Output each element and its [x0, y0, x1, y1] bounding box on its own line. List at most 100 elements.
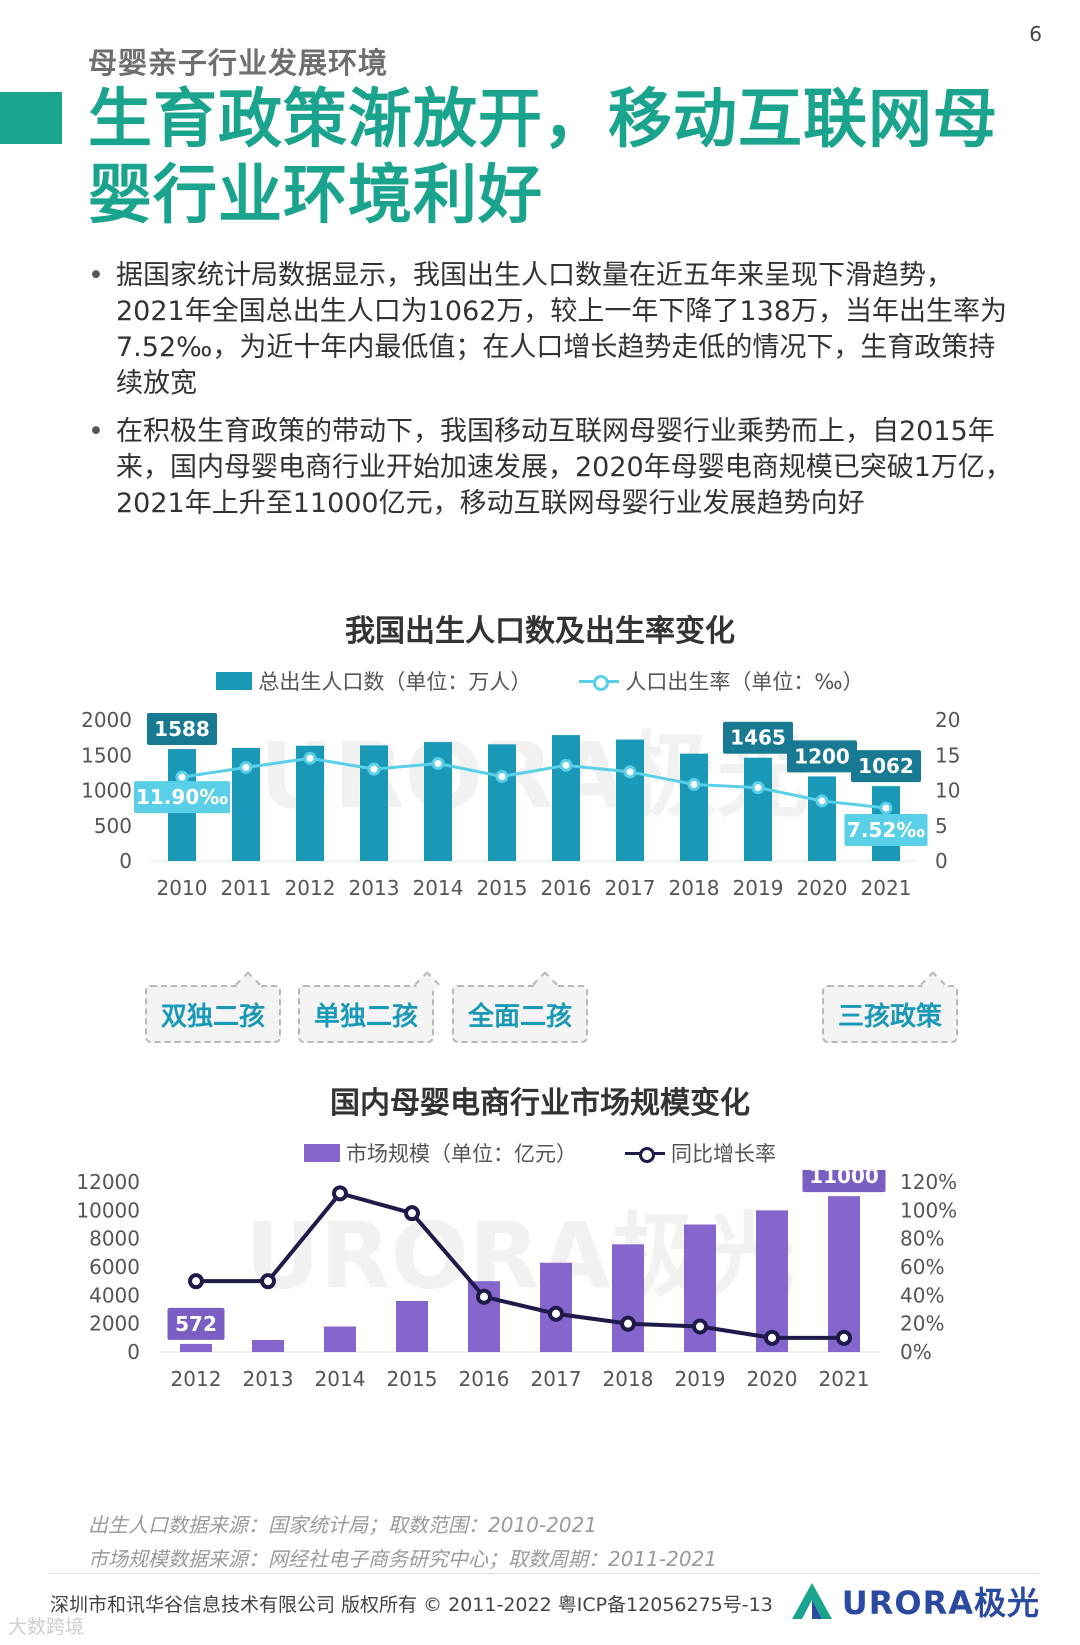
- policy-tag: 三孩政策: [822, 985, 959, 1043]
- policy-tag: 双独二孩: [145, 985, 282, 1043]
- x-tick-label: 2019: [675, 1367, 726, 1391]
- x-tick-label: 2015: [387, 1367, 438, 1391]
- legend-label: 市场规模（单位：亿元）: [346, 1142, 577, 1166]
- bar: [396, 1301, 428, 1352]
- bar: [552, 735, 580, 861]
- chart2-legend-line: 同比增长率: [625, 1138, 776, 1168]
- footer-divider: [48, 1573, 1038, 1574]
- aurora-logo-icon: [791, 1583, 832, 1619]
- x-tick-label: 2016: [459, 1367, 510, 1391]
- chart2-title: 国内母婴电商行业市场规模变化: [330, 1086, 750, 1121]
- data-label: 11.90‰: [136, 785, 228, 809]
- data-label-box: [147, 713, 217, 746]
- line-point: [692, 1318, 708, 1335]
- bar: [612, 1244, 644, 1352]
- bar: [324, 1326, 356, 1352]
- bar: [296, 745, 324, 861]
- data-label: 11000: [809, 1170, 879, 1188]
- source-notes: 出生人口数据来源：国家统计局；取数范围：2010-2021 市场规模数据来源：网…: [88, 1508, 717, 1576]
- footer-logo-text: URORA极光: [841, 1584, 1040, 1622]
- data-label: 572: [175, 1312, 217, 1336]
- line-point: [404, 1205, 420, 1222]
- line-point: [188, 1273, 204, 1290]
- x-tick-label: 2014: [315, 1367, 366, 1391]
- line-point: [303, 751, 317, 765]
- y-left-tick: 1500: [81, 743, 132, 767]
- legend-label: 总出生人口数（单位：万人）: [258, 670, 532, 694]
- x-tick-label: 2012: [285, 876, 336, 900]
- line-point: [836, 1329, 852, 1346]
- bullet-list: 据国家统计局数据显示，我国出生人口数量在近五年来呈现下滑趋势，2021年全国总出…: [88, 258, 1018, 534]
- y-right-tick: 120%: [900, 1170, 957, 1194]
- x-tick-label: 2014: [413, 876, 464, 900]
- line-point: [239, 760, 253, 774]
- line-point: [548, 1305, 564, 1322]
- bar: [808, 776, 836, 861]
- y-left-tick: 8000: [89, 1227, 140, 1251]
- line-point: [620, 1315, 636, 1332]
- series-line: [181, 756, 887, 810]
- line-point: [260, 1273, 276, 1290]
- x-tick-label: 2021: [861, 876, 912, 900]
- data-label: 1200: [794, 744, 850, 768]
- line-point: [175, 770, 189, 784]
- y-right-tick: 60%: [900, 1255, 944, 1279]
- page-number: 6: [1029, 22, 1042, 46]
- y-right-tick: 0%: [900, 1340, 932, 1364]
- x-tick-label: 2018: [669, 876, 720, 900]
- line-point: [332, 1185, 348, 1202]
- legend-swatch: [625, 1144, 665, 1163]
- data-label: 7.52‰: [847, 818, 925, 842]
- y-right-tick: 20: [935, 708, 960, 732]
- line-point: [815, 794, 829, 808]
- x-tick-label: 2021: [819, 1367, 870, 1391]
- y-left-tick: 0: [127, 1340, 140, 1364]
- x-tick-label: 2013: [349, 876, 400, 900]
- legend-swatch: [216, 672, 253, 690]
- bar: [756, 1210, 788, 1352]
- line-point: [559, 758, 573, 772]
- data-label: 1465: [730, 726, 786, 750]
- source-line: 市场规模数据来源：网经社电子商务研究中心；取数周期：2011-2021: [88, 1547, 718, 1571]
- birth-chart: URORA极光 0 500 1000 1500 2000 0 5 10 15 20 2010 2011 2…: [81, 708, 960, 900]
- y-right-tick: 0: [935, 849, 948, 873]
- y-left-tick: 4000: [89, 1283, 140, 1307]
- bullet-item: 据国家统计局数据显示，我国出生人口数量在近五年来呈现下滑趋势，2021年全国总出…: [88, 258, 1018, 402]
- x-tick-label: 2020: [797, 876, 848, 900]
- y-right-tick: 5: [935, 814, 948, 838]
- x-tick-label: 2011: [221, 876, 272, 900]
- x-tick-label: 2012: [171, 1367, 222, 1391]
- y-right-tick: 80%: [900, 1227, 944, 1251]
- footer-copyright: 深圳市和讯华谷信息技术有限公司 版权所有 © 2011-2022 粤ICP备12…: [50, 1594, 773, 1616]
- legend-swatch: [579, 672, 620, 691]
- chart2-legend-bar: 市场规模（单位：亿元）: [304, 1138, 577, 1168]
- x-tick-label: 2019: [733, 876, 784, 900]
- line-point: [623, 765, 637, 779]
- chart2-legend: 市场规模（单位：亿元） 同比增长率: [0, 1138, 1080, 1168]
- chart1-title: 我国出生人口数及出生率变化: [345, 614, 735, 649]
- legend-swatch: [304, 1144, 340, 1162]
- data-label-box: [851, 750, 921, 783]
- line-point: [495, 769, 509, 783]
- data-label-box: [787, 740, 857, 773]
- y-left-tick: 10000: [76, 1198, 140, 1222]
- y-right-tick: 40%: [900, 1283, 944, 1307]
- x-tick-label: 2017: [531, 1367, 582, 1391]
- chart1-legend-line: 人口出生率（单位：‰）: [579, 666, 864, 696]
- x-tick-label: 2020: [747, 1367, 798, 1391]
- line-point: [879, 801, 893, 815]
- line-point: [476, 1288, 492, 1305]
- y-left-tick: 2000: [81, 708, 132, 732]
- legend-label: 人口出生率（单位：‰）: [625, 670, 864, 694]
- data-label-box: [802, 1170, 886, 1193]
- market-chart: URORA极光0200040006000800010000120000%20%4…: [76, 1170, 957, 1391]
- y-left-tick: 0: [119, 849, 132, 873]
- line-point: [751, 781, 765, 795]
- line-point: [687, 777, 701, 791]
- x-tick-label: 2015: [477, 876, 528, 900]
- line-point: [367, 762, 381, 776]
- legend-label: 同比增长率: [671, 1142, 776, 1166]
- y-left-tick: 12000: [76, 1170, 140, 1194]
- series-line: [196, 1191, 844, 1340]
- data-label: 1062: [858, 754, 914, 778]
